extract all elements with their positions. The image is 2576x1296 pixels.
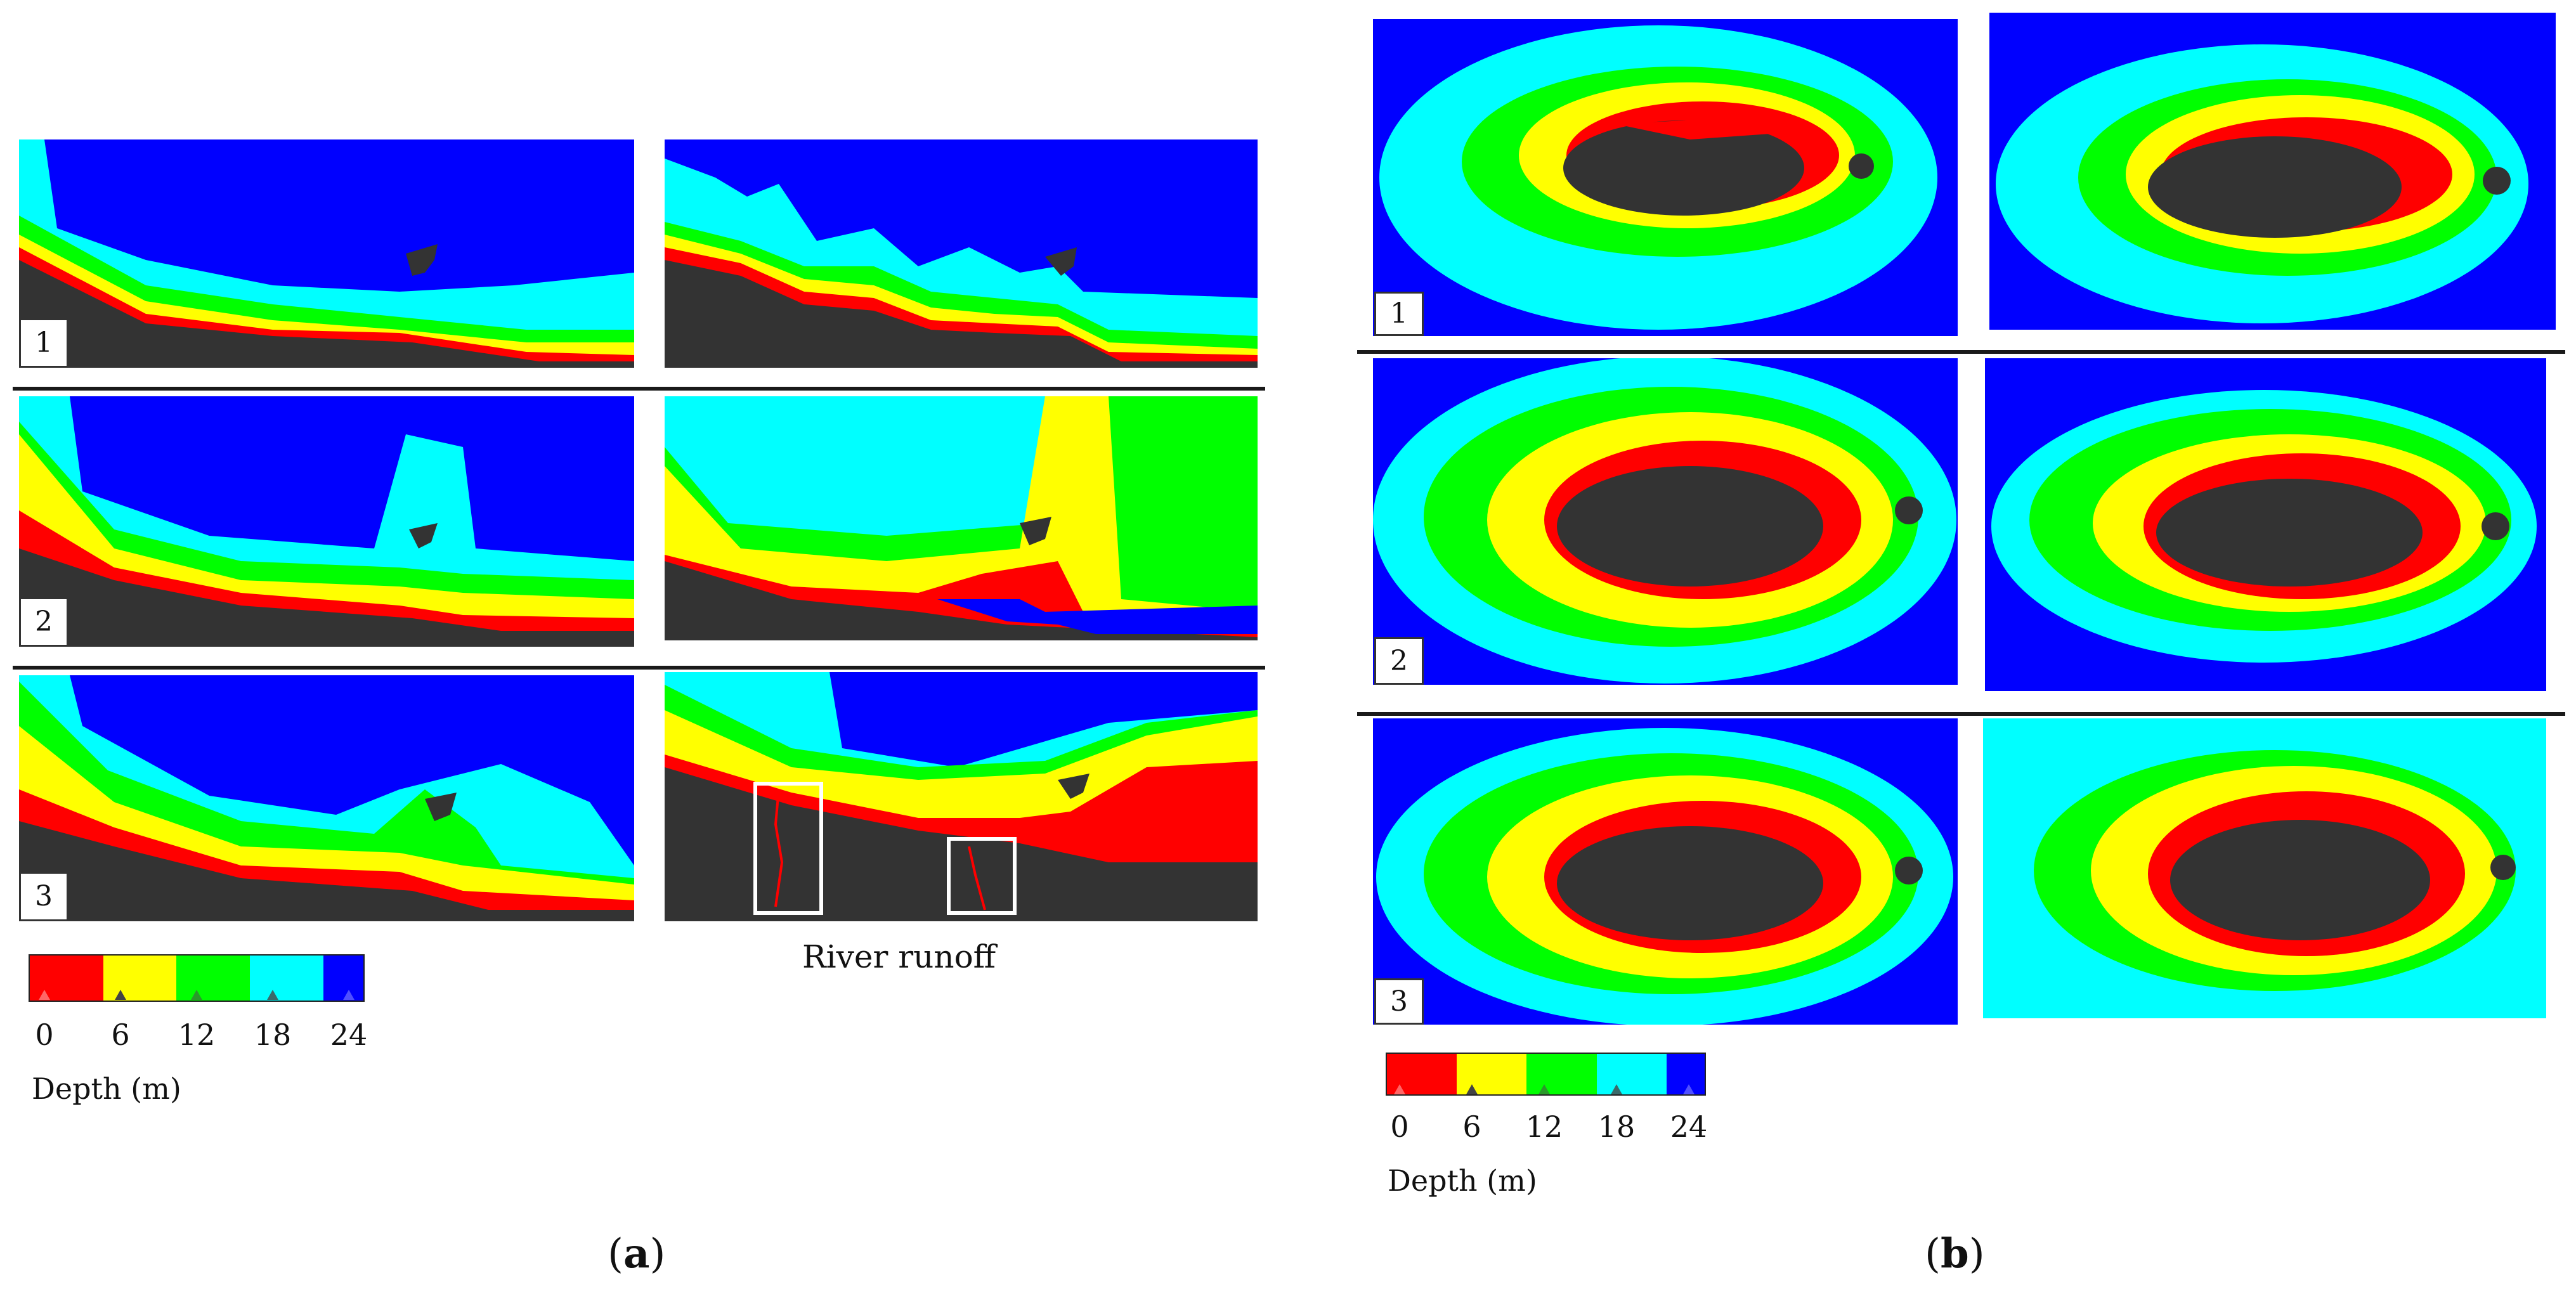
triangle-marker-icon <box>1466 1084 1478 1094</box>
depth-colorbar-a: 0 6 12 18 24 <box>29 954 371 1068</box>
row-divider-b-2 <box>1357 712 2565 716</box>
row-number-badge: 1 <box>19 318 68 368</box>
triangle-marker-icon <box>191 990 202 1000</box>
row-number-badge: 3 <box>1374 978 1424 1025</box>
depth-colorbar-b: 0 6 12 18 24 <box>1386 1053 1728 1167</box>
colorbar-strip <box>1386 1053 1706 1096</box>
colorbar-segment-12-18 <box>1526 1054 1597 1094</box>
colorbar-tick-label: 0 <box>1390 1110 1409 1144</box>
triangle-marker-icon <box>1683 1084 1695 1094</box>
coastal-map-a-row1-right <box>665 139 1258 368</box>
colorbar-tick-label: 6 <box>1462 1110 1481 1144</box>
colorbar-tick-label: 18 <box>254 1018 292 1052</box>
row-number-badge: 1 <box>1374 292 1424 336</box>
river-runoff-highlight-box <box>753 782 823 915</box>
row-number-badge: 2 <box>19 597 68 647</box>
colorbar-tick-label: 6 <box>111 1018 130 1052</box>
river-runoff-label: River runoff <box>802 938 996 975</box>
triangle-marker-icon <box>1538 1084 1550 1094</box>
row-divider-a-2 <box>13 666 1265 670</box>
coastal-map-a-row3-right <box>665 672 1258 921</box>
colorbar-title: Depth (m) <box>32 1072 181 1106</box>
row-number-badge: 2 <box>1374 637 1424 685</box>
island-map-b-row3-left: 3 <box>1373 718 1958 1025</box>
row-divider-b-1 <box>1357 350 2565 354</box>
row-number-badge: 3 <box>19 872 68 921</box>
coastal-map-a-row3-left: 3 <box>19 675 634 921</box>
colorbar-tick-label: 24 <box>330 1018 368 1052</box>
coastal-map-a-row2-left: 2 <box>19 396 634 647</box>
row-divider-a-1 <box>13 387 1265 391</box>
colorbar-tick-label: 0 <box>35 1018 54 1052</box>
island-map-b-row3-right <box>1983 718 2546 1018</box>
coastal-map-a-row1-left: 1 <box>19 139 634 368</box>
colorbar-tick-label: 18 <box>1597 1110 1636 1144</box>
colorbar-segment-12-18 <box>176 956 250 1001</box>
island-map-b-row2-left: 2 <box>1373 358 1958 685</box>
triangle-marker-icon <box>1611 1084 1622 1094</box>
island-map-b-row1-right <box>1989 13 2556 330</box>
triangle-marker-icon <box>343 990 355 1000</box>
colorbar-tick-label: 24 <box>1670 1110 1708 1144</box>
subfigure-label-a: (a) <box>608 1230 666 1278</box>
island-map-b-row1-left: 1 <box>1373 19 1958 336</box>
triangle-marker-icon <box>1394 1084 1405 1094</box>
island-map-b-row2-right <box>1985 358 2546 691</box>
triangle-marker-icon <box>115 990 126 1000</box>
coastal-map-a-row2-right <box>665 396 1258 640</box>
colorbar-title: Depth (m) <box>1388 1163 1537 1198</box>
triangle-marker-icon <box>39 990 50 1000</box>
colorbar-tick-label: 12 <box>178 1018 216 1052</box>
triangle-marker-icon <box>267 990 278 1000</box>
river-runoff-highlight-box <box>947 837 1017 915</box>
colorbar-segment-18-24 <box>250 956 323 1001</box>
colorbar-segment-18-24 <box>1596 1054 1667 1094</box>
colorbar-tick-label: 12 <box>1525 1110 1563 1144</box>
subfigure-label-b: (b) <box>1925 1230 1985 1278</box>
